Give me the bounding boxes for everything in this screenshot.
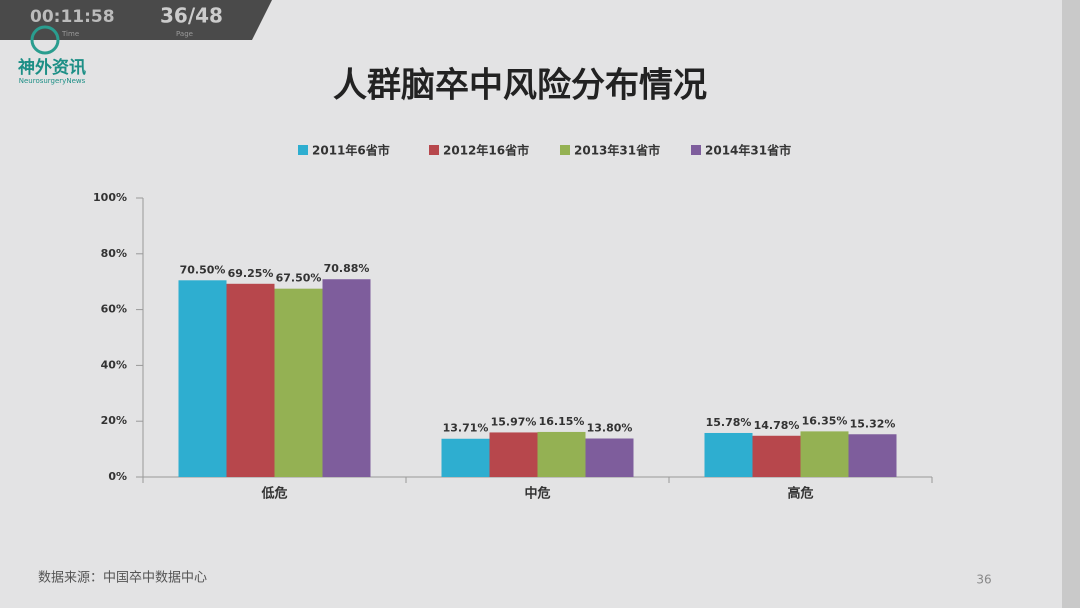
value-label: 16.35% xyxy=(802,414,848,427)
time-caption: Time xyxy=(61,30,79,38)
x-tick-label: 高危 xyxy=(787,486,813,502)
legend-label: 2011年6省市 xyxy=(312,143,390,158)
y-tick-label: 40% xyxy=(101,358,127,371)
bar xyxy=(226,283,275,477)
value-label: 67.50% xyxy=(276,272,322,285)
x-tick-label: 低危 xyxy=(260,486,287,502)
player-overlay xyxy=(0,0,272,40)
bar xyxy=(800,431,849,477)
value-label: 15.78% xyxy=(706,416,752,429)
value-label: 70.50% xyxy=(180,263,226,276)
page-counter: 36/48 xyxy=(160,4,223,28)
legend-swatch xyxy=(691,145,701,155)
time: 00:11:58 xyxy=(30,7,115,27)
bar xyxy=(274,288,323,477)
logo-icon xyxy=(30,25,60,55)
y-tick-label: 0% xyxy=(108,470,127,483)
legend-swatch xyxy=(298,145,308,155)
value-label: 14.78% xyxy=(754,419,800,432)
bar xyxy=(489,432,538,477)
value-label: 70.88% xyxy=(324,262,370,275)
value-label: 16.15% xyxy=(539,415,585,428)
logo-subtitle: NeurosurgeryNews xyxy=(19,77,86,85)
y-tick-label: 100% xyxy=(93,191,127,204)
bar xyxy=(848,434,897,477)
slide-number: 36 xyxy=(976,573,991,587)
screen-edge xyxy=(1062,0,1080,608)
bar xyxy=(585,438,634,477)
source-note: 数据来源：中国卒中数据中心 xyxy=(38,571,207,586)
legend-swatch xyxy=(560,145,570,155)
legend-label: 2012年16省市 xyxy=(443,143,529,158)
bar xyxy=(441,438,490,477)
bar xyxy=(752,435,801,477)
bar xyxy=(537,431,586,477)
value-label: 15.97% xyxy=(491,415,537,428)
legend-swatch xyxy=(429,145,439,155)
value-label: 13.71% xyxy=(443,422,489,435)
y-tick-label: 80% xyxy=(101,247,127,260)
y-tick-label: 20% xyxy=(101,414,127,427)
bar xyxy=(704,432,753,477)
page-caption: Page xyxy=(176,30,193,38)
value-label: 13.80% xyxy=(587,421,633,434)
legend-label: 2014年31省市 xyxy=(705,143,791,158)
bar xyxy=(322,279,371,477)
bar xyxy=(178,280,227,477)
value-label: 69.25% xyxy=(228,267,274,280)
value-label: 15.32% xyxy=(850,417,896,430)
logo-name: 神外资讯 xyxy=(18,57,86,78)
y-tick-label: 60% xyxy=(101,303,127,316)
legend-label: 2013年31省市 xyxy=(574,143,660,158)
chart-title: 人群脑卒中风险分布情况 xyxy=(333,66,707,106)
x-tick-label: 中危 xyxy=(524,486,550,502)
